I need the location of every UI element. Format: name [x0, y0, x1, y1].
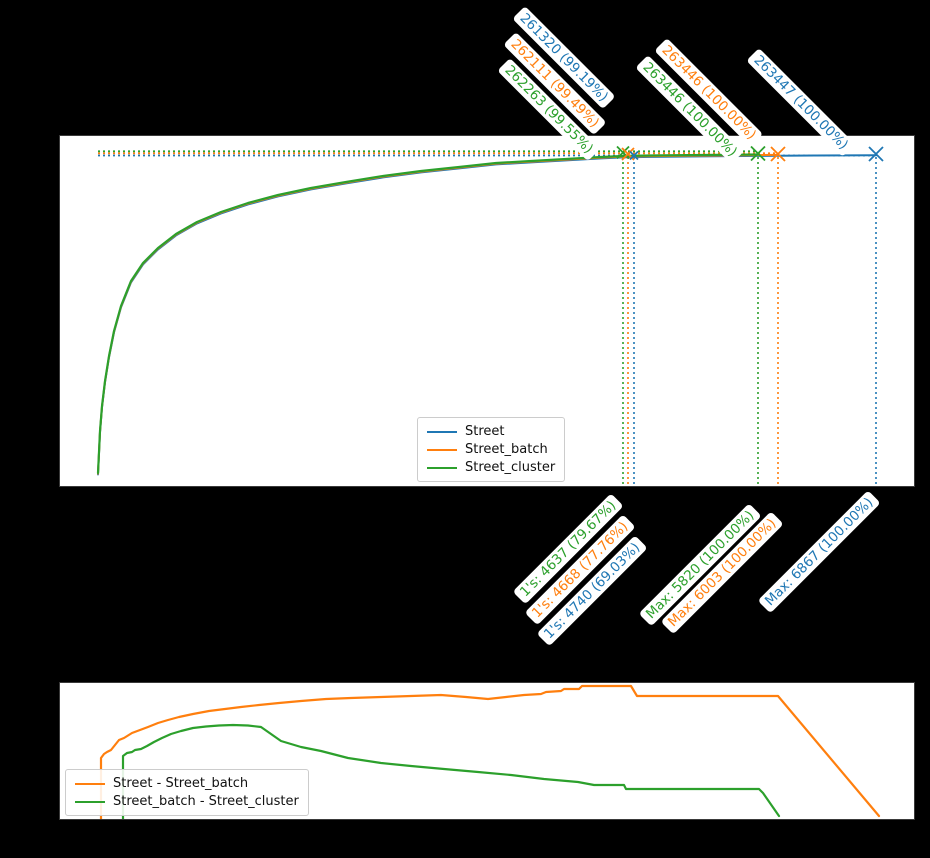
legend-item-street-cluster: Street_cluster [427, 460, 555, 475]
legend-label: Street [465, 424, 505, 439]
top-chart-canvas [96, 145, 884, 486]
annotation-max-diff-street: Max: 6867 (100.00%) [757, 490, 881, 614]
legend-item-batch-minus-cluster: Street_batch - Street_cluster [75, 794, 299, 809]
legend-item-street: Street [427, 424, 555, 439]
street-minus-batch-line-swatch [75, 782, 105, 785]
top-axes: Street Street_batch Street_cluster [59, 135, 915, 487]
street-cluster-line-swatch [427, 466, 457, 469]
legend-label: Street_batch - Street_cluster [113, 794, 299, 809]
top-legend: Street Street_batch Street_cluster [417, 417, 566, 482]
bottom-chart-canvas [99, 684, 881, 819]
street-batch-line-swatch [427, 448, 457, 451]
legend-label: Street - Street_batch [113, 776, 249, 791]
street-line-swatch [427, 430, 457, 433]
annotation-max-diff-cluster: Max: 5820 (100.00%) [638, 503, 762, 627]
legend-item-street-minus-batch: Street - Street_batch [75, 776, 299, 791]
batch-minus-cluster-line-swatch [75, 800, 105, 803]
legend-label: Street_batch [465, 442, 548, 457]
bottom-axes: Street - Street_batch Street_batch - Str… [59, 682, 915, 820]
legend-item-street-batch: Street_batch [427, 442, 555, 457]
legend-label: Street_cluster [465, 460, 556, 475]
bottom-legend: Street - Street_batch Street_batch - Str… [65, 769, 309, 816]
